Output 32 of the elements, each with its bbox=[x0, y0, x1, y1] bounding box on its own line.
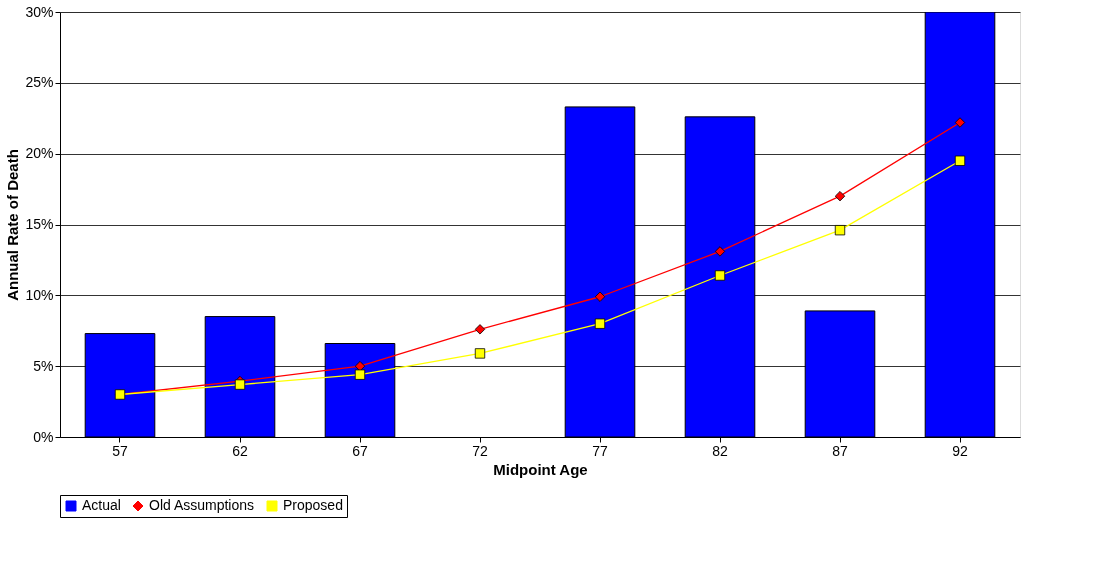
x-tick-label: 87 bbox=[832, 442, 848, 459]
y-tick-label: 25% bbox=[25, 74, 54, 91]
x-tick-label: 82 bbox=[712, 442, 728, 459]
legend-label: Actual bbox=[82, 497, 121, 513]
x-tick-label: 62 bbox=[232, 442, 248, 459]
y-tick-label: 5% bbox=[33, 357, 54, 374]
x-tick-label: 77 bbox=[592, 442, 608, 459]
point bbox=[834, 225, 846, 236]
point bbox=[234, 379, 246, 390]
point bbox=[714, 246, 726, 257]
point bbox=[354, 369, 366, 380]
x-tick-label: 57 bbox=[112, 442, 128, 459]
y-tick-label: 30% bbox=[25, 3, 54, 20]
x-tick-label: 72 bbox=[472, 442, 488, 459]
point bbox=[714, 270, 726, 281]
legend-label: Old Assumptions bbox=[149, 497, 255, 513]
point bbox=[474, 324, 486, 335]
point bbox=[954, 155, 966, 166]
y-tick-label: 15% bbox=[25, 216, 54, 232]
x-tick-label: 67 bbox=[352, 442, 368, 459]
point bbox=[474, 348, 486, 359]
point bbox=[954, 117, 966, 128]
point bbox=[594, 318, 606, 329]
point bbox=[594, 291, 606, 302]
point bbox=[834, 191, 846, 202]
legend-label: Proposed bbox=[283, 497, 343, 513]
y-axis-title: Annual Rate of Death bbox=[4, 149, 22, 301]
x-tick-label: 92 bbox=[952, 442, 968, 459]
y-tick-label: 20% bbox=[25, 145, 54, 162]
x-axis-title: Midpoint Age bbox=[493, 460, 588, 478]
y-tick-label: 0% bbox=[33, 428, 54, 445]
y-tick-label: 10% bbox=[25, 286, 54, 303]
